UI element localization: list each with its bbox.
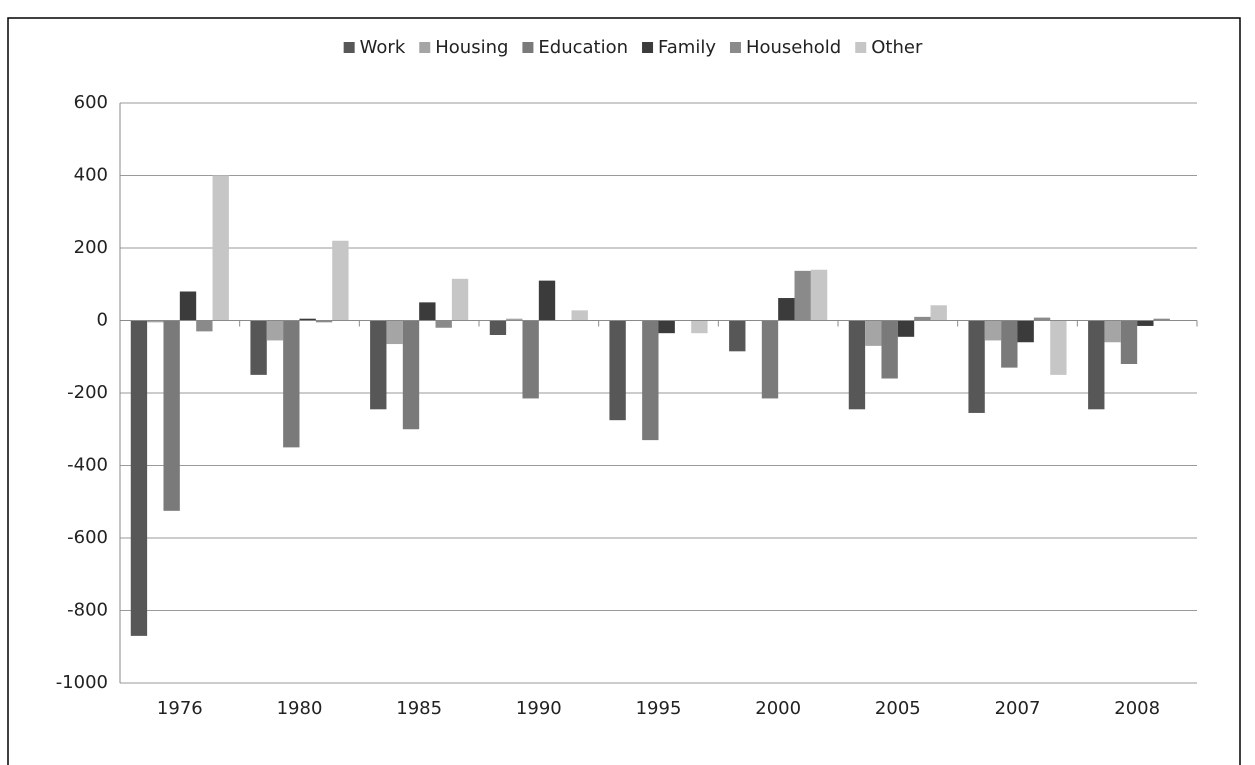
- y-tick-label: -800: [67, 600, 108, 621]
- legend-label: Family: [658, 37, 716, 58]
- bar: [522, 320, 539, 399]
- legend-swatch: [642, 42, 654, 53]
- legend-swatch: [343, 42, 355, 53]
- bar: [914, 316, 931, 321]
- legend-swatch: [522, 42, 534, 53]
- legend-label: Other: [871, 37, 923, 58]
- bar: [881, 320, 898, 379]
- legend-swatch: [729, 42, 741, 53]
- bar: [538, 280, 556, 321]
- x-tick-label: 1976: [157, 698, 203, 719]
- bar: [212, 175, 229, 321]
- bar: [1001, 320, 1018, 368]
- bar: [489, 320, 507, 335]
- bar: [283, 320, 300, 448]
- bar: [179, 291, 197, 321]
- bar: [642, 320, 659, 441]
- bar: [1153, 318, 1170, 321]
- bar: [435, 320, 452, 328]
- bar: [897, 320, 915, 337]
- bar: [1050, 320, 1067, 375]
- bar: [386, 320, 403, 345]
- y-tick-label: -200: [67, 382, 108, 403]
- bar: [130, 320, 148, 636]
- bar: [419, 302, 436, 321]
- bar: [332, 240, 349, 321]
- bar: [930, 305, 947, 321]
- legend-label: Household: [746, 37, 841, 58]
- bar: [794, 270, 811, 321]
- bar: [1120, 320, 1138, 364]
- bar: [729, 320, 746, 352]
- bar: [315, 320, 333, 323]
- y-tick-label: -1000: [56, 672, 108, 693]
- bar: [1137, 320, 1154, 326]
- bar: [1088, 320, 1105, 410]
- x-tick-label: 2008: [1114, 698, 1160, 719]
- legend-label: Education: [538, 37, 628, 58]
- bar: [196, 320, 213, 332]
- y-tick-label: 200: [74, 237, 108, 258]
- bar: [609, 320, 626, 421]
- legend-swatch: [855, 42, 867, 53]
- legend-swatch: [419, 42, 431, 53]
- bar: [163, 320, 180, 511]
- y-tick-label: 0: [97, 310, 108, 331]
- legend-label: Housing: [435, 37, 508, 58]
- x-tick-label: 2000: [755, 698, 801, 719]
- x-tick-label: 1995: [636, 698, 682, 719]
- bar: [402, 320, 420, 430]
- x-tick-label: 1980: [277, 698, 323, 719]
- bar: [848, 320, 866, 410]
- bar: [1104, 320, 1121, 343]
- legend-label: Work: [360, 37, 406, 58]
- y-tick-label: 400: [74, 165, 108, 186]
- bar: [984, 320, 1002, 341]
- bar: [266, 320, 284, 341]
- x-tick-label: 2007: [995, 698, 1041, 719]
- bar: [250, 320, 267, 375]
- bar: [1017, 320, 1034, 343]
- x-tick-label: 2005: [875, 698, 921, 719]
- bar: [506, 318, 523, 321]
- y-tick-label: -400: [67, 455, 108, 476]
- y-tick-label: -600: [67, 527, 108, 548]
- bar: [370, 320, 387, 410]
- bar: [691, 320, 708, 334]
- x-tick-label: 1990: [516, 698, 562, 719]
- bar: [299, 318, 316, 321]
- bar: [761, 320, 779, 399]
- bar: [810, 269, 828, 321]
- bar: [968, 320, 985, 413]
- x-tick-label: 1985: [396, 698, 442, 719]
- bar: [451, 278, 469, 321]
- y-tick-label: 600: [74, 92, 108, 113]
- bar: [571, 310, 588, 321]
- bar: [658, 320, 675, 334]
- bar: [147, 320, 164, 323]
- bar: [778, 298, 795, 321]
- bar: [865, 320, 882, 346]
- bar: [1033, 317, 1051, 321]
